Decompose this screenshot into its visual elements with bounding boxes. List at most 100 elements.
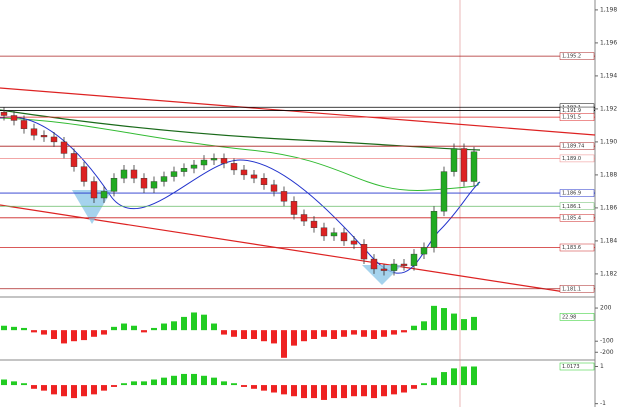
candle-body <box>130 169 138 179</box>
candle-body <box>170 171 178 177</box>
histogram-bar <box>431 377 437 386</box>
candle-body <box>30 128 38 136</box>
histogram-bar <box>191 312 197 331</box>
histogram-bar <box>251 330 257 339</box>
histogram-bar <box>181 316 187 331</box>
histogram-bar <box>71 385 77 399</box>
histogram-bar <box>311 330 317 339</box>
histogram-bar <box>261 385 267 391</box>
histogram-bar <box>41 330 47 335</box>
level-tag <box>559 113 595 121</box>
histogram-bar <box>231 383 237 386</box>
histogram-bar <box>231 330 237 337</box>
candle-body <box>210 158 218 161</box>
histogram-bar <box>321 330 327 337</box>
candle-body <box>260 177 268 185</box>
histogram-bar <box>281 330 287 358</box>
histogram-bar <box>151 379 157 386</box>
candle-body <box>80 166 88 182</box>
candle-body <box>40 135 48 138</box>
candle-body <box>230 163 238 171</box>
y-tick-label: -1 <box>600 400 606 407</box>
trend-line <box>0 87 596 136</box>
candle-body <box>320 227 328 237</box>
level-tag <box>559 285 595 293</box>
histogram-bar <box>221 330 227 335</box>
candle-body <box>380 268 388 271</box>
histogram-bar <box>421 383 427 386</box>
y-tick-label: 1,184 <box>600 237 617 244</box>
histogram-bar <box>41 385 47 391</box>
candle-body <box>470 151 478 182</box>
candle-body <box>70 153 78 167</box>
histogram-bar <box>111 326 117 331</box>
candle-body <box>300 214 308 222</box>
level-label: 1,186.9 <box>562 191 581 197</box>
y-tick-label: 1,186 <box>600 204 617 211</box>
histogram-bar <box>61 385 67 397</box>
y-tick-label: 1,198 <box>600 6 617 13</box>
histogram-bar <box>251 385 257 389</box>
histogram-bar <box>411 325 417 331</box>
histogram-bar <box>71 330 77 342</box>
histogram-bar <box>351 330 357 335</box>
candle-body <box>220 158 228 164</box>
histogram-bar <box>111 385 117 387</box>
histogram-bar <box>171 375 177 386</box>
y-tick-label: 1,190 <box>600 138 617 145</box>
histogram-bar <box>361 330 367 337</box>
y-tick-label: 1,196 <box>600 39 617 46</box>
value-tag-label: 1.0173 <box>562 364 580 370</box>
histogram-bar <box>341 330 347 337</box>
candle-body <box>10 115 18 121</box>
histogram-bar <box>371 385 377 399</box>
histogram-bar <box>141 330 147 333</box>
level-label: 1,181.1 <box>562 286 581 292</box>
candle-body <box>190 164 198 169</box>
histogram-bar <box>301 330 307 342</box>
histogram-bar <box>21 383 27 386</box>
histogram-bar <box>91 385 97 395</box>
y-tick-label: 1,192 <box>600 105 617 112</box>
histogram-bar <box>461 319 467 331</box>
histogram-bar <box>161 377 167 386</box>
histogram-bar <box>331 385 337 399</box>
level-label: 1,191.9 <box>562 108 581 114</box>
histogram-bar <box>21 327 27 331</box>
histogram-bar <box>401 385 407 393</box>
level-tag <box>559 214 595 222</box>
histogram-bar <box>351 385 357 397</box>
candle-body <box>450 148 458 172</box>
histogram-bar <box>241 330 247 339</box>
pattern-marker <box>72 190 112 224</box>
level-label: 1,186.1 <box>562 204 581 210</box>
y-tick-label: 1 <box>600 363 604 370</box>
value-tag-label: 22.98 <box>562 314 576 320</box>
candle-body <box>120 169 128 179</box>
histogram-bar <box>471 316 477 331</box>
histogram-bar <box>461 366 467 386</box>
histogram-bar <box>61 330 67 344</box>
level-label: 1,185.4 <box>562 215 581 221</box>
level-label: 1,191.5 <box>562 115 581 121</box>
y-tick-label: 1,188 <box>600 171 617 178</box>
histogram-bar <box>441 308 447 331</box>
histogram-bar <box>391 385 397 395</box>
histogram-bar <box>301 385 307 399</box>
histogram-bar <box>31 330 37 333</box>
candle-body <box>250 174 258 179</box>
histogram-bar <box>161 323 167 331</box>
histogram-bar <box>431 305 437 331</box>
candle-body <box>330 232 338 237</box>
candle-body <box>60 141 68 154</box>
histogram-bar <box>411 385 417 389</box>
histogram-bar <box>81 385 87 397</box>
candle-body <box>350 240 358 245</box>
histogram-bar <box>201 375 207 386</box>
candle-body <box>150 181 158 189</box>
candle-body <box>200 159 208 166</box>
moving-average <box>0 117 481 191</box>
candle-body <box>240 169 248 176</box>
candle-body <box>140 177 148 189</box>
